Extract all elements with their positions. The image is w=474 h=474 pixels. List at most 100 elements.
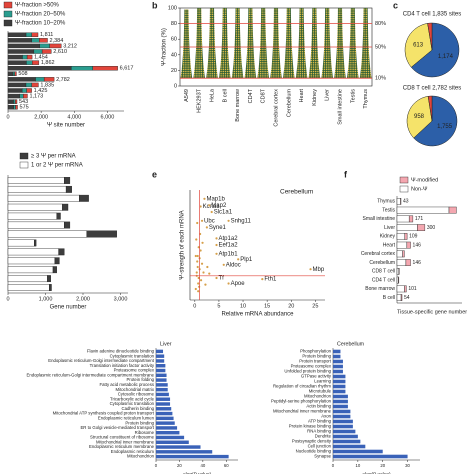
swarm [244,8,257,79]
bar [333,374,346,379]
total-label: 508 [18,71,27,77]
legend-swatch [3,1,13,9]
x-tick-label: 10 [355,463,360,468]
swarm [231,8,244,79]
x-axis-label: Ψ site number [47,123,85,129]
reference-label: 50% [375,44,386,50]
bar [7,93,20,99]
bar [13,105,16,110]
panel-label: f [344,169,348,179]
point [196,221,199,225]
total-label: 1,425 [34,88,48,94]
bar [156,440,189,444]
category-label: Endoplasmic reticulum [111,449,155,454]
legend-label: Ψ-fraction >50% [15,3,60,9]
bar [79,194,89,202]
point [208,204,211,207]
x-tick-label: Testis [350,89,356,103]
swarm [206,8,218,79]
bar [58,248,65,256]
bar [156,349,164,354]
x-tick-label: 60 [224,463,229,468]
bar [25,82,32,88]
point [215,276,218,280]
point [199,279,203,282]
point-label: Eef1a2 [219,243,239,249]
bar [32,60,40,65]
category-label: Learning [314,379,331,384]
category-label: Microtubule [309,389,332,394]
chart-title: Liver [160,341,172,347]
category-label: RNA binding [307,429,331,434]
legend-label: Ψ-fraction 10–20% [15,21,66,27]
bar [7,203,63,211]
bar [333,399,348,404]
bar [7,230,87,238]
point [215,243,218,247]
bar [156,454,229,459]
bar [396,276,399,284]
point-label: Map1b [206,196,225,202]
swarm [257,8,270,79]
legend-swatch [399,176,409,184]
swarm [180,9,193,79]
total-label: 2,384 [50,38,64,44]
bar [396,241,408,249]
total-label: 1,862 [41,60,55,66]
category-label: Cytosolic ribosome [118,392,155,397]
point [196,254,199,258]
bar [7,248,59,256]
point-label: Aldoc [226,262,241,268]
total-label: 300 [427,225,436,231]
point [227,282,230,285]
x-tick-label: 2,000 [76,296,90,302]
bar [19,93,24,99]
pie-slice [406,96,433,139]
bar [33,49,43,54]
swarm [359,8,372,79]
bar [7,77,36,82]
total-label: 101 [408,286,417,292]
bar [43,77,55,82]
x-tick-label: 3,000 [114,296,128,302]
x-tick-label: 0 [193,303,196,309]
bar [402,250,405,258]
category-label: Nucleotide binding [296,449,332,454]
bar [156,354,165,358]
bar [333,389,346,394]
point [203,197,206,200]
swarm [321,8,334,79]
bar [156,421,175,425]
point-label: Kcna1 [203,204,221,210]
point [197,282,200,285]
category-label: Mitochondrion [127,454,155,459]
total-label: 171 [415,216,424,222]
total-label: 109 [409,234,418,240]
bar [396,285,405,293]
bar [333,454,408,459]
category-label: Endoplasmic reticulum lumen [98,415,155,420]
bar [333,384,346,389]
bar [156,392,169,397]
bar [31,82,39,88]
bar [7,284,50,291]
x-tick-label: 0 [155,463,158,468]
point [197,276,200,280]
bar [396,250,403,258]
category-label: Protein binding [125,420,154,425]
legend-swatch [399,185,409,193]
bar [7,275,48,283]
bar [86,230,117,238]
swarm [334,8,346,79]
category-label: Mitochondrial matrix [116,387,155,392]
bar [7,88,23,93]
bar [333,359,343,364]
point-label: Plp1 [240,257,253,263]
bar [156,407,172,411]
total-label: 543 [19,99,28,105]
bar [7,54,23,60]
bar [7,266,54,274]
point [195,271,198,274]
bar [13,99,16,104]
x-tick-label: A549 [184,89,190,102]
